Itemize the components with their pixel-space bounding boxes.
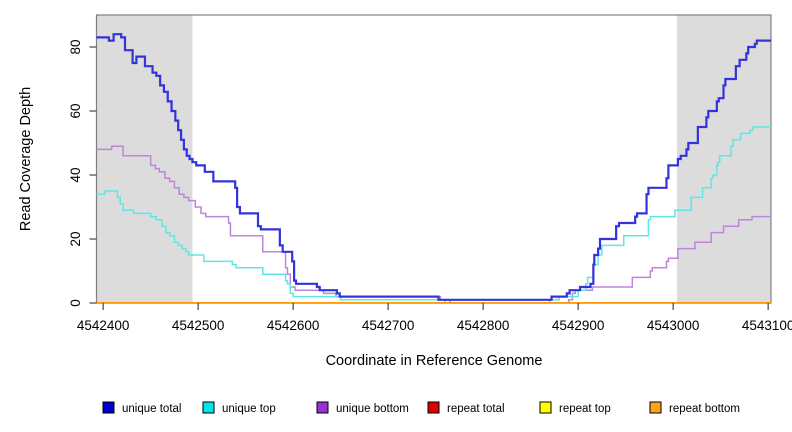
axis-ticks: [89, 46, 769, 310]
series-line-unique-bottom: [96, 145, 771, 303]
legend-swatch-repeat-total: [427, 401, 440, 414]
plot-border: [95, 14, 772, 304]
legend-label-unique-total: unique total: [122, 403, 181, 415]
x-tick-label: 4542400: [77, 318, 130, 333]
legend-swatch-unique-top: [202, 401, 215, 414]
x-tick-label: 4543100: [742, 318, 792, 333]
legend-label-repeat-total: repeat total: [447, 403, 505, 415]
legend-label-repeat-top: repeat top: [559, 403, 611, 415]
y-tick-label: 80: [68, 39, 83, 54]
chart-legend: unique total unique top unique bottom repea…: [102, 401, 740, 415]
series-line-unique-total: [96, 33, 771, 301]
x-tick-label: 4542700: [362, 318, 415, 333]
legend-label-repeat-bottom: repeat bottom: [669, 403, 740, 415]
legend-label-unique-bottom: unique bottom: [336, 403, 409, 415]
shaded-region: [676, 15, 771, 303]
x-tick-label: 4542800: [457, 318, 510, 333]
y-axis-title: Read Coverage Depth: [18, 87, 34, 231]
x-tick-label: 4542500: [172, 318, 225, 333]
y-tick-label: 20: [68, 231, 83, 246]
legend-swatch-repeat-top: [539, 401, 552, 414]
legend-swatch-unique-total: [102, 401, 115, 414]
x-tick-label: 4542600: [267, 318, 320, 333]
x-tick-label: 4543000: [647, 318, 700, 333]
legend-swatch-repeat-bottom: [649, 401, 662, 414]
shaded-regions: [96, 15, 771, 303]
legend-swatch-unique-bottom: [316, 401, 329, 414]
y-tick-label: 0: [68, 299, 83, 307]
x-axis-title: Coordinate in Reference Genome: [326, 353, 543, 369]
legend-label-unique-top: unique top: [222, 403, 276, 415]
x-tick-label: 4542900: [552, 318, 605, 333]
y-tick-label: 40: [68, 167, 83, 182]
axis-tick-labels: 4542400 4542500 4542600 4542700 4542800 45429…: [68, 39, 792, 333]
y-tick-label: 60: [68, 103, 83, 118]
series-line-unique-top: [96, 126, 771, 303]
series-lines: [96, 33, 771, 303]
